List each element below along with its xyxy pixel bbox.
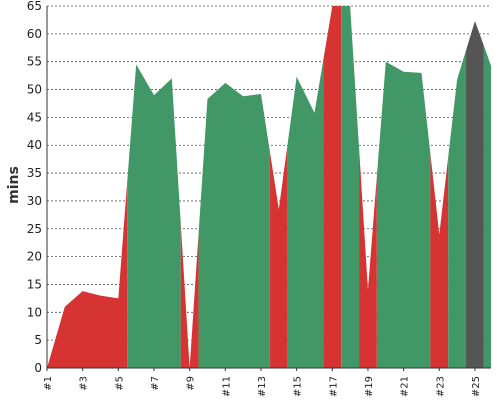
x-tick-label: #19 [364,376,375,397]
y-tick-label: 35 [27,166,42,180]
y-axis-title: mins [6,166,22,204]
y-tick-label: 0 [34,361,42,375]
x-tick-label: #3 [79,376,90,391]
y-tick-label: 65 [27,0,42,13]
y-tick-label: 5 [34,333,42,347]
y-tick-label: 55 [27,55,42,69]
area-segment-red [180,223,199,368]
y-tick-label: 30 [27,194,42,208]
area-segment-green [483,45,491,368]
y-tick-label: 45 [27,110,42,124]
area-segment-red [430,153,449,368]
x-tick-label: #9 [186,376,197,391]
y-tick-label: 20 [27,250,42,264]
area-segment-red [359,148,377,368]
area-segment-gray [466,21,484,368]
area-segment-red [47,181,128,368]
area-segment-green [376,61,431,368]
area-series [47,6,491,368]
area-segment-red [269,143,288,368]
x-tick-label: #17 [328,376,339,397]
area-segment-green [287,59,324,368]
x-tick-label: #15 [293,376,304,397]
area-segment-green [127,64,181,368]
x-tick-label: #5 [114,376,125,391]
y-tick-label: 25 [27,222,42,236]
area-segment-green [448,50,467,368]
y-tick-label: 15 [27,277,42,291]
y-tick-label: 50 [27,83,42,97]
axes: 0 5 10 15 20 25 30 35 40 45 50 55 60 65 #1 #3 #5 #7 #9 #11 #… [27,0,491,397]
y-tick-label: 10 [27,305,42,319]
area-segment-green [198,82,270,368]
x-tick-label: #23 [435,376,446,397]
x-tick-label: #21 [400,376,411,397]
x-tick-label: #7 [150,376,161,391]
x-tick-label: #13 [257,376,268,397]
y-tick-label: 40 [27,138,42,152]
y-tick-label: 60 [27,27,42,41]
x-tick-label: #25 [471,376,482,397]
area-segment-red [323,6,342,368]
x-tick-label: #11 [221,376,232,397]
x-tick-label: #1 [43,376,54,391]
area-segment-green [341,6,360,368]
